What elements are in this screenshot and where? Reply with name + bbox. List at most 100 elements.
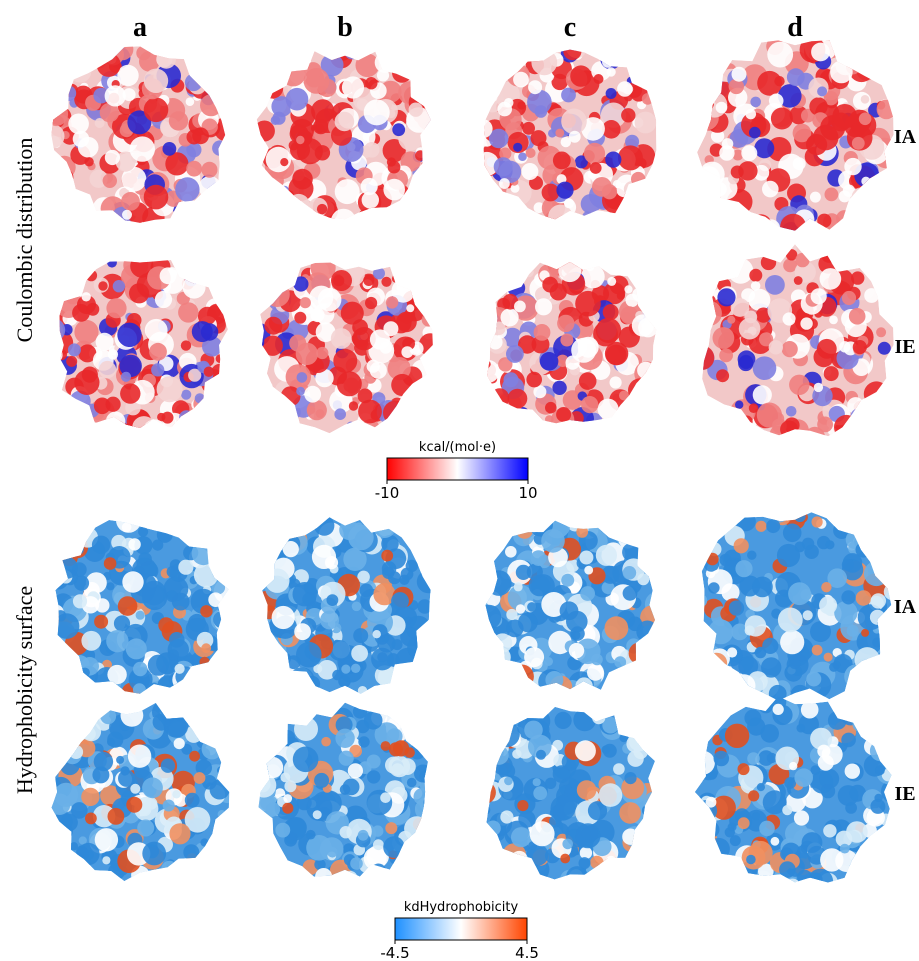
surface-patch <box>586 263 595 272</box>
surface-patch <box>771 108 793 130</box>
surface-patch <box>315 868 332 885</box>
surface-patch <box>848 525 858 535</box>
surface-patch <box>406 616 431 641</box>
surface-patch <box>511 827 531 847</box>
surface-patch <box>120 383 140 403</box>
surface-patch <box>491 741 501 751</box>
surface-patch <box>474 119 493 138</box>
surface-patch <box>94 615 108 629</box>
surface-patch <box>200 838 208 846</box>
surface-patch <box>777 544 800 567</box>
surface-patch <box>750 97 761 108</box>
surface-patch <box>121 192 140 211</box>
surface-patch <box>820 848 843 871</box>
surface-patch <box>116 756 124 764</box>
surface-patch <box>334 408 346 420</box>
surface-patch <box>382 561 397 576</box>
surface-patch <box>373 630 381 638</box>
surface-patch <box>122 523 132 533</box>
surface-patch <box>192 541 216 565</box>
surface-patch <box>811 43 830 62</box>
surface-patch <box>598 399 619 420</box>
surface-patch <box>767 42 793 68</box>
surface-patch <box>765 275 785 295</box>
surface-patch <box>607 55 615 63</box>
surface-patch <box>524 647 544 667</box>
surface-patch <box>642 93 654 105</box>
surface-patch <box>526 414 535 423</box>
surface-patch <box>794 511 805 522</box>
surface-patch <box>181 390 191 400</box>
surface-patch <box>817 86 827 96</box>
surface-patch <box>844 158 861 175</box>
surface-patch <box>218 810 226 818</box>
surface-patch <box>779 861 796 878</box>
surface-patch <box>828 711 847 730</box>
surface-patch <box>716 102 728 114</box>
surface-patch <box>698 166 720 188</box>
surface-patch <box>331 328 352 349</box>
surface-patch <box>541 529 565 553</box>
surface-patch <box>605 616 629 640</box>
surface-patch <box>181 527 192 538</box>
surface-patch <box>635 112 657 134</box>
surface-patch <box>749 269 762 282</box>
surface-patch <box>727 316 735 324</box>
surface-patch <box>853 718 867 732</box>
surface-patch <box>483 360 491 368</box>
surface-patch <box>728 823 737 832</box>
column-label: d <box>787 12 803 43</box>
surface-patch <box>138 527 148 537</box>
surface-patch <box>560 420 584 444</box>
surface-patch <box>73 131 90 148</box>
surface-patch <box>293 747 319 773</box>
surface-patch <box>219 604 232 617</box>
surface-patch <box>741 416 753 428</box>
surface-patch <box>751 281 761 291</box>
surface-patch <box>708 582 719 593</box>
surface-patch <box>108 808 125 825</box>
surface-patch <box>351 645 368 662</box>
surface-patch <box>254 121 275 142</box>
figure: Coulombic distribution Hydrophobicity su… <box>0 0 919 961</box>
protein-surface <box>477 512 670 701</box>
surface-patch <box>201 643 211 653</box>
surface-patch <box>575 291 601 317</box>
surface-patch <box>364 142 380 158</box>
surface-patch <box>735 401 743 409</box>
surface-patch <box>142 842 166 866</box>
surface-patch <box>335 112 355 132</box>
surface-patch <box>801 701 819 719</box>
surface-patch <box>82 292 91 301</box>
surface-patch <box>161 759 175 773</box>
surface-patch <box>564 198 574 208</box>
surface-patch <box>722 138 733 149</box>
surface-patch <box>566 866 588 888</box>
surface-patch <box>344 42 362 60</box>
colorbar-title: kcal/(mol·e) <box>419 440 496 455</box>
surface-patch <box>414 788 431 805</box>
surface-patch <box>531 550 547 566</box>
surface-patch <box>99 361 116 378</box>
surface-patch <box>423 799 434 810</box>
surface-patch <box>619 802 641 824</box>
surface-patch <box>757 71 782 96</box>
surface-patch <box>504 777 513 786</box>
surface-patch <box>707 653 728 674</box>
surface-patch <box>250 335 264 349</box>
surface-patch <box>118 770 135 787</box>
surface-patch <box>98 281 107 290</box>
surface-patch <box>629 642 651 664</box>
row-label: IA <box>894 126 917 148</box>
surface-patch <box>856 850 869 863</box>
surface-patch <box>714 751 730 767</box>
surface-patch <box>622 829 638 845</box>
surface-patch <box>56 557 78 579</box>
surface-patch <box>733 674 756 697</box>
surface-patch <box>305 62 322 79</box>
column-label: c <box>564 12 576 43</box>
surface-patch <box>318 288 342 312</box>
surface-patch <box>751 214 772 235</box>
surface-patch <box>562 839 573 850</box>
surface-patch <box>95 118 105 128</box>
